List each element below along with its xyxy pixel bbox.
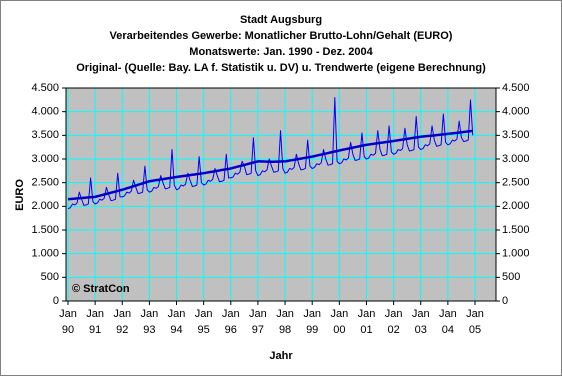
x-tick-label: Jan 97 [249, 308, 267, 336]
chart-title: Stadt Augsburg [240, 14, 322, 26]
y-tick-label: 0 [53, 295, 59, 307]
y-axis-label: EURO [14, 179, 26, 211]
x-tick-label: Jan 03 [412, 308, 430, 336]
y-tick-label: 3.000 [31, 153, 59, 165]
y2-tick-label: 0 [502, 295, 508, 307]
x-tick-label: Jan 90 [59, 308, 77, 336]
x-tick-label: Jan 95 [195, 308, 213, 336]
y2-tick-label: 1.000 [502, 248, 530, 260]
x-tick-label: Jan 92 [113, 308, 131, 336]
chart-subtitle: Monatswerte: Jan. 1990 - Dez. 2004 [189, 46, 373, 58]
y-tick-label: 2.500 [31, 177, 59, 189]
x-tick-label: Jan 01 [358, 308, 376, 336]
chart-subtitle: Verarbeitendes Gewerbe: Monatlicher Brut… [110, 30, 453, 42]
y-tick-label: 4.500 [31, 82, 59, 94]
x-tick-label: Jan 98 [276, 308, 294, 336]
plot-area [66, 88, 496, 301]
y2-tick-label: 1.500 [502, 224, 530, 236]
x-tick-label: Jan 94 [168, 308, 186, 336]
x-tick-label: Jan 02 [385, 308, 403, 336]
y-tick-label: 1.500 [31, 224, 59, 236]
x-tick-label: Jan 05 [466, 308, 484, 336]
y-tick-label: 1.000 [31, 248, 59, 260]
annotation: © StratCon [72, 283, 130, 295]
y2-tick-label: 3.000 [502, 153, 530, 165]
y2-tick-label: 4.000 [502, 106, 530, 118]
y-tick-label: 3.500 [31, 129, 59, 141]
x-tick-label: Jan 93 [141, 308, 159, 336]
x-tick-label: Jan 00 [330, 308, 348, 336]
series-line [67, 129, 473, 201]
y2-tick-label: 3.500 [502, 129, 530, 141]
y2-tick-label: 2.000 [502, 200, 530, 212]
plot-border [65, 87, 497, 302]
x-axis-label: Jahr [269, 350, 293, 362]
y-tick-label: 4.000 [31, 106, 59, 118]
x-tick-label: Jan 99 [303, 308, 321, 336]
y-tick-label: 2.000 [31, 200, 59, 212]
x-tick-label: Jan 04 [439, 308, 457, 336]
x-tick-label: Jan 96 [222, 308, 240, 336]
chart-subtitle: Original- (Quelle: Bay. LA f. Statistik … [76, 62, 486, 74]
x-tick-label: Jan 91 [86, 308, 104, 336]
y-tick-label: 500 [41, 271, 59, 283]
y2-tick-label: 2.500 [502, 177, 530, 189]
y2-tick-label: 4.500 [502, 82, 530, 94]
y2-tick-label: 500 [502, 271, 520, 283]
